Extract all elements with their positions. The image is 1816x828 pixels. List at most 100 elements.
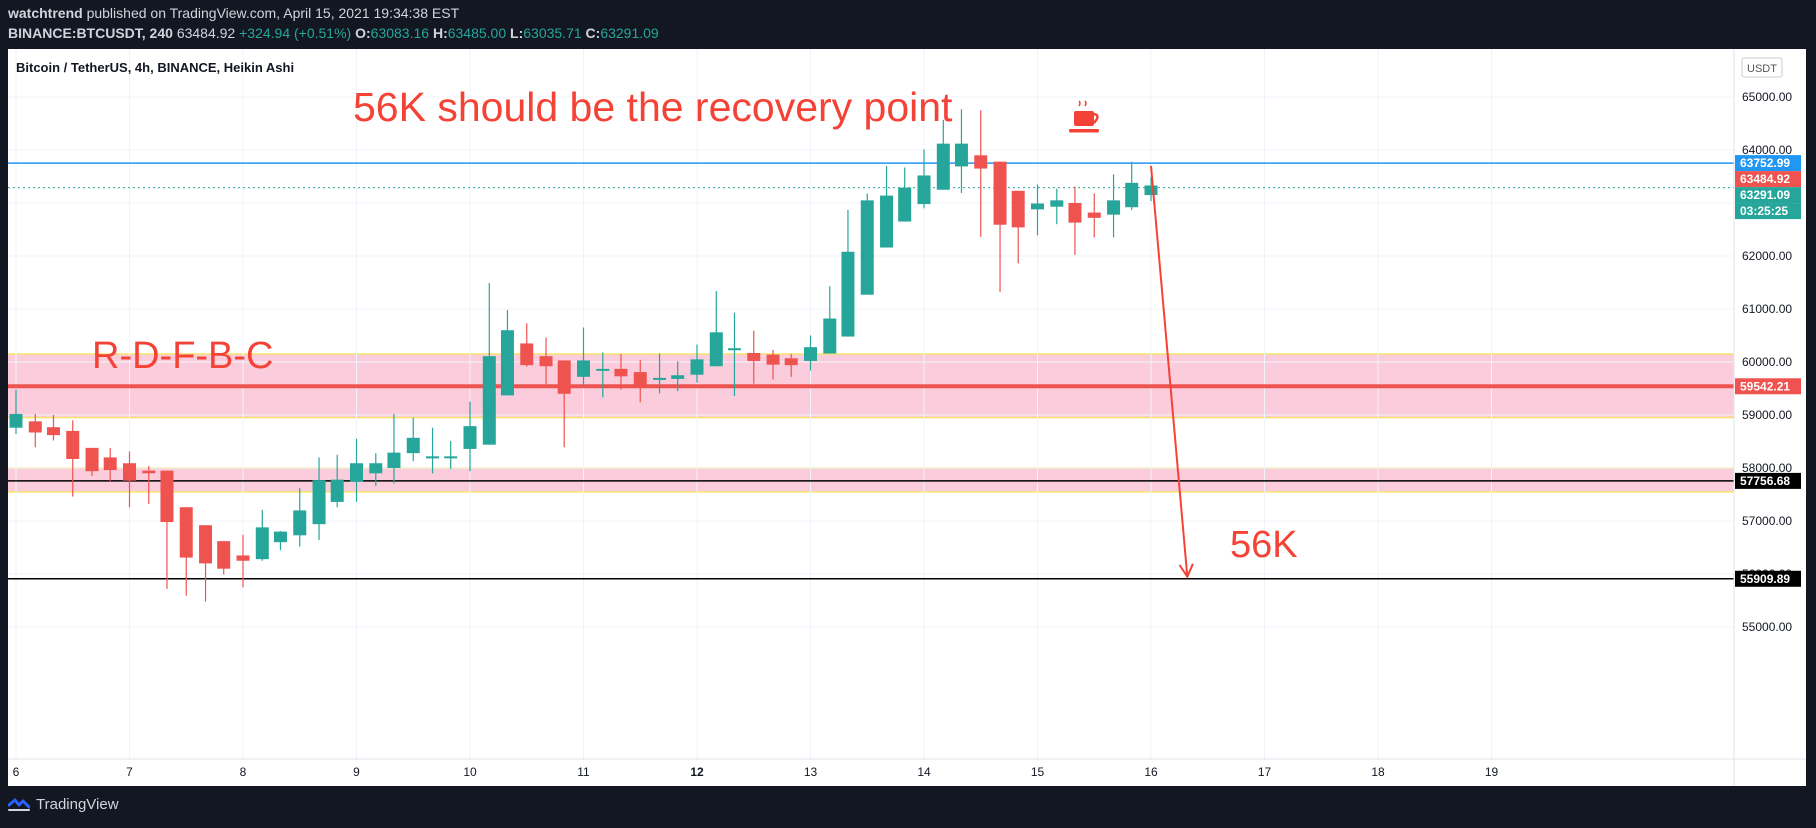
trend-arrow-head	[1178, 563, 1194, 579]
candle[interactable]	[784, 354, 798, 377]
candle[interactable]	[273, 531, 287, 551]
candle[interactable]	[500, 310, 514, 396]
candle[interactable]	[482, 283, 496, 445]
candle[interactable]	[312, 457, 326, 541]
candle[interactable]	[1011, 190, 1025, 264]
candle[interactable]	[217, 541, 231, 575]
time-axis-tick-label: 18	[1371, 765, 1385, 779]
author-name[interactable]: watchtrend	[8, 5, 83, 21]
candle[interactable]	[179, 507, 193, 596]
candle[interactable]	[690, 344, 704, 383]
low-value: 63035.71	[523, 25, 582, 41]
candle[interactable]	[369, 453, 383, 487]
candle[interactable]	[1107, 174, 1121, 238]
price-label[interactable]: 55909.89	[1735, 570, 1801, 587]
candle[interactable]	[387, 413, 401, 484]
candle[interactable]	[330, 454, 344, 508]
candle[interactable]	[350, 438, 363, 502]
candle[interactable]	[160, 470, 174, 589]
candle[interactable]	[293, 488, 307, 547]
time-axis-tick-label: 16	[1144, 765, 1158, 779]
trend-arrow-line[interactable]	[1150, 165, 1189, 577]
candle[interactable]	[653, 353, 667, 394]
candle[interactable]	[1068, 186, 1082, 255]
candle[interactable]	[823, 286, 837, 354]
candle[interactable]	[66, 420, 80, 497]
candlestick-chart[interactable]: 66000.0065000.0064000.0063000.0062000.00…	[8, 37, 1806, 786]
currency-badge[interactable]	[1741, 57, 1783, 78]
candle-body	[1050, 200, 1064, 207]
candle[interactable]	[1125, 161, 1139, 210]
price-label[interactable]: 57756.68	[1735, 472, 1801, 489]
candle[interactable]	[709, 290, 723, 367]
candle-body	[804, 347, 817, 361]
candle[interactable]	[747, 330, 761, 384]
candle[interactable]	[880, 165, 894, 248]
candle-body	[974, 155, 988, 169]
price-label[interactable]: 63291.09	[1735, 187, 1801, 204]
price-label[interactable]: 03:25:25	[1735, 203, 1801, 220]
candle[interactable]	[426, 427, 440, 474]
candle[interactable]	[123, 451, 136, 508]
price-label[interactable]: 63752.99	[1735, 155, 1801, 172]
candle[interactable]	[804, 335, 817, 371]
candle[interactable]	[1050, 188, 1064, 225]
coffee-cup-icon[interactable]	[1069, 100, 1099, 133]
candle[interactable]	[539, 337, 553, 385]
candle[interactable]	[1087, 193, 1101, 238]
candle[interactable]	[860, 193, 874, 295]
price-label-text: 55909.89	[1740, 572, 1790, 586]
candle-body	[387, 452, 401, 468]
candle[interactable]	[444, 440, 458, 470]
price-axis: 66000.0065000.0064000.0063000.0062000.00…	[1742, 37, 1792, 634]
price-axis-tick-label: 62000.00	[1742, 249, 1792, 263]
price-label[interactable]: 59542.21	[1735, 378, 1801, 395]
candle[interactable]	[199, 525, 213, 602]
candle[interactable]	[841, 209, 855, 337]
candle[interactable]	[9, 389, 23, 435]
candle[interactable]	[766, 349, 780, 380]
candle[interactable]	[727, 312, 741, 396]
candle[interactable]	[917, 149, 931, 209]
candle[interactable]	[954, 109, 968, 193]
candle[interactable]	[557, 360, 571, 448]
candle[interactable]	[85, 447, 99, 476]
annotation-pattern[interactable]: R-D-F-B-C	[92, 335, 274, 377]
close-value: 63291.09	[600, 25, 659, 41]
candle[interactable]	[103, 447, 117, 482]
candle[interactable]	[671, 361, 685, 392]
price-axis-tick-label: 59000.00	[1742, 408, 1792, 422]
tradingview-logo[interactable]: TradingView	[8, 796, 119, 813]
candle[interactable]	[596, 352, 610, 398]
candle-body	[860, 200, 874, 295]
candle[interactable]	[28, 413, 42, 448]
candle[interactable]	[614, 354, 628, 390]
candle-body	[671, 375, 685, 379]
candle[interactable]	[463, 401, 477, 472]
candle[interactable]	[577, 327, 590, 386]
chart-area[interactable]: 66000.0065000.0064000.0063000.0062000.00…	[8, 37, 1806, 786]
symbol-interval: BINANCE:BTCUSDT, 240	[8, 25, 173, 41]
candle-body	[426, 456, 440, 459]
candle[interactable]	[633, 359, 647, 403]
annotation-target[interactable]: 56K	[1230, 524, 1298, 566]
candle-body	[898, 187, 912, 222]
candle[interactable]	[898, 167, 912, 222]
candle[interactable]	[1031, 184, 1044, 236]
candle[interactable]	[974, 110, 988, 237]
price-label[interactable]: 63484.92	[1735, 171, 1801, 188]
candle[interactable]	[142, 465, 156, 505]
candle-body	[350, 463, 363, 482]
candle-body	[539, 356, 553, 367]
candle[interactable]	[993, 161, 1007, 293]
candle[interactable]	[520, 323, 534, 367]
candle[interactable]	[1144, 177, 1158, 202]
candle[interactable]	[255, 509, 269, 561]
annotation-main[interactable]: 56K should be the recovery point	[353, 84, 953, 130]
candle[interactable]	[406, 417, 420, 462]
support-zone[interactable]	[8, 468, 1734, 492]
candle[interactable]	[236, 534, 250, 588]
price-label-text: 59542.21	[1740, 379, 1790, 393]
candle[interactable]	[936, 119, 950, 190]
candle[interactable]	[46, 415, 60, 441]
